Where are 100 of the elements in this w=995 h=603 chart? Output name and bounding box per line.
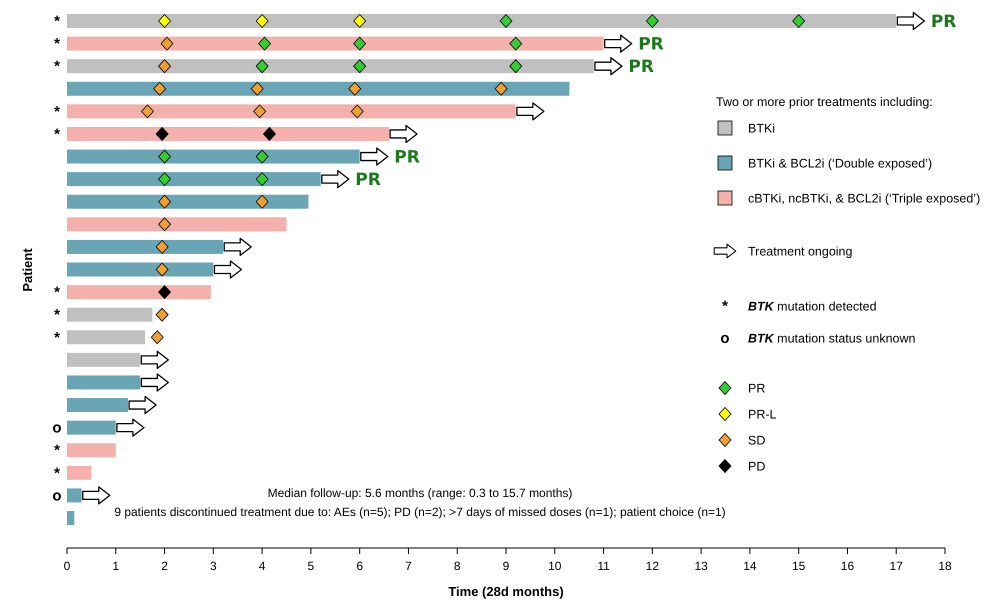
point: [141, 104, 154, 118]
point: [156, 240, 169, 254]
x-tick-label: 3: [210, 559, 217, 573]
point: [158, 172, 171, 186]
x-tick-label: 6: [356, 559, 364, 573]
x-tick-label: 18: [938, 559, 952, 573]
bar: [67, 420, 116, 435]
point: [263, 127, 276, 141]
data-label: PR: [394, 148, 420, 168]
bar: [67, 150, 360, 164]
x-tick-label: 13: [694, 559, 708, 573]
point: [258, 36, 271, 50]
x-tick-label: 9: [502, 559, 510, 573]
x-tick-label: 2: [161, 559, 168, 573]
legend-label: PD: [748, 460, 766, 474]
x-tick-label: 1: [112, 559, 120, 573]
x-tick-label: 7: [405, 559, 412, 573]
point: [158, 59, 171, 74]
bar: [67, 352, 140, 367]
legend-title: Two or more prior treatments including:: [716, 95, 933, 109]
point: [350, 104, 364, 118]
bar: [67, 217, 286, 232]
point: [348, 82, 362, 96]
point: [500, 14, 512, 28]
text: * BTK mutation detected: [722, 298, 877, 315]
point: [158, 194, 171, 209]
bar: [67, 443, 116, 458]
legend-label: PR: [748, 382, 766, 396]
y-tick-label: *: [54, 36, 60, 53]
point: [256, 59, 269, 74]
bar: [67, 59, 594, 74]
y-tick-label: *: [54, 306, 60, 324]
y-tick-label: o: [52, 420, 62, 437]
data-label: PR: [638, 34, 664, 55]
bar: [67, 82, 570, 96]
annotation: 9 patients discontinued treatment due to: AEs (n=5); PD (n=2); >7 days of missed doses (n=1); patient choice (n=1): [114, 505, 726, 519]
point: [160, 36, 174, 50]
y-tick-label: *: [54, 442, 60, 460]
point: [256, 194, 269, 209]
point: [792, 14, 806, 28]
y-tick-label: *: [54, 13, 60, 30]
bar: [67, 126, 389, 141]
data-label: PR: [355, 170, 381, 190]
y-axis-title: Patient: [20, 248, 35, 292]
legend-label: SD: [748, 434, 766, 448]
point: [153, 82, 166, 96]
bar: [67, 285, 211, 300]
point: [646, 14, 659, 28]
annotation: Median follow-up: 5.6 months (range: 0.3 to 15.7 months): [268, 486, 572, 500]
bar: [67, 308, 152, 322]
x-tick-label: 10: [548, 559, 562, 573]
point: [156, 262, 169, 276]
point: [353, 36, 366, 50]
bar: [67, 488, 82, 502]
bar: [67, 511, 74, 525]
x-tick-label: 8: [454, 559, 461, 573]
point: [509, 36, 522, 50]
bar: [67, 194, 308, 209]
x-tick-label: 4: [258, 559, 266, 573]
bar: [67, 398, 128, 412]
x-tick-label: 5: [308, 559, 315, 573]
text: o BTK mutation status unknown: [720, 330, 916, 347]
bar: [67, 104, 516, 118]
bar: [67, 14, 896, 28]
bar: [67, 466, 92, 480]
x-tick-label: 0: [64, 559, 71, 573]
bar: [67, 330, 146, 344]
point: [256, 14, 269, 28]
bar: [67, 375, 140, 390]
x-tick-label: 11: [597, 559, 610, 573]
point: [250, 82, 264, 96]
bar: [67, 262, 214, 276]
legend-label: Treatment ongoing: [748, 244, 853, 258]
point: [158, 285, 171, 299]
y-tick-label: *: [54, 103, 60, 120]
x-tick-label: 16: [840, 559, 854, 573]
y-tick-label: *: [54, 284, 60, 302]
x-tick-label: 12: [646, 559, 660, 573]
data-label: PR: [628, 57, 654, 78]
bar: [67, 172, 321, 186]
point: [158, 14, 171, 28]
point: [509, 59, 522, 74]
bar: [67, 240, 224, 254]
legend-label: BTKi: [748, 122, 776, 136]
point: [256, 172, 269, 186]
point: [150, 330, 164, 344]
legend-label: PR-L: [748, 408, 777, 422]
point: [156, 127, 169, 141]
x-axis-title: Time (28d months): [448, 584, 564, 599]
y-tick-label: o: [52, 487, 62, 504]
y-tick-label: *: [54, 464, 60, 482]
data-label: PR: [930, 12, 956, 32]
x-tick-label: 15: [792, 559, 806, 573]
point: [494, 82, 508, 96]
legend-label: BTKi & BCL2i (‘Double exposed’): [748, 156, 932, 170]
point: [158, 217, 171, 232]
point: [256, 150, 269, 164]
point: [353, 14, 366, 28]
point: [158, 150, 171, 164]
point: [353, 59, 366, 74]
